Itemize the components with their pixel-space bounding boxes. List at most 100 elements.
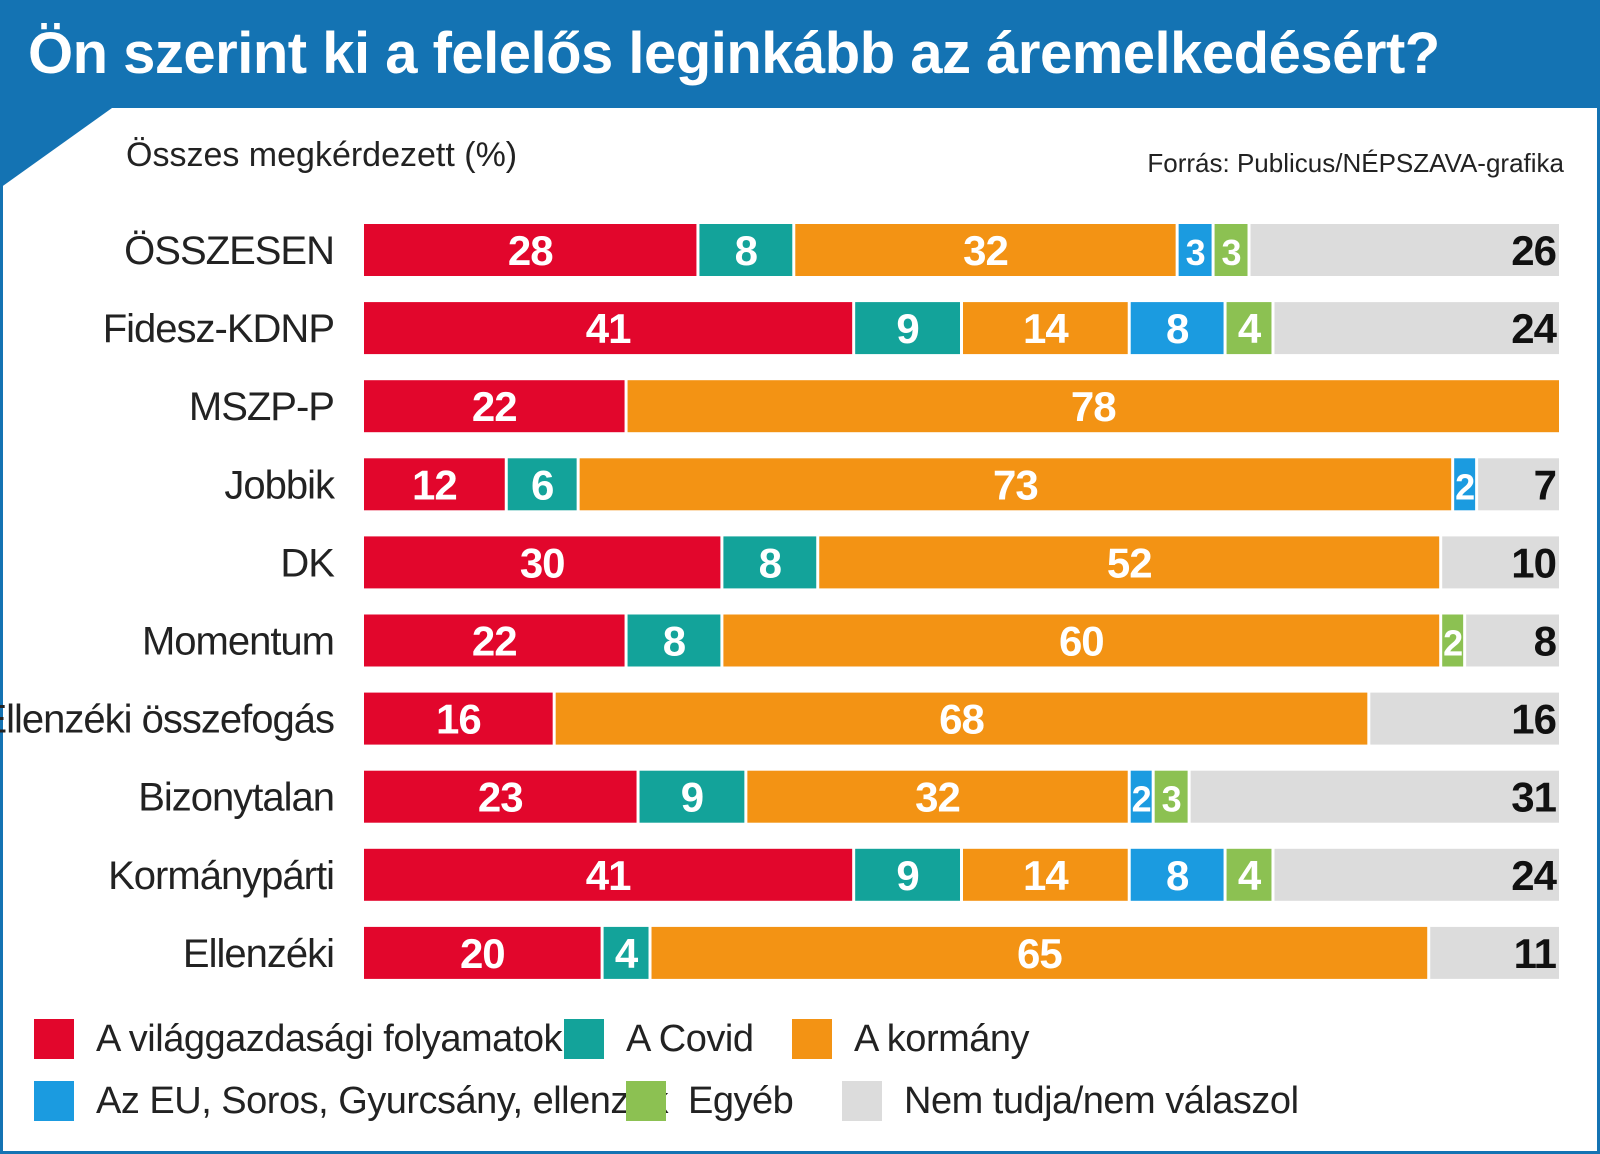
data-label: 22 <box>472 383 517 430</box>
data-label: 28 <box>508 227 553 274</box>
bar-segment-dont-know <box>1274 302 1559 355</box>
bar-segment-covid <box>627 614 721 667</box>
data-label: 9 <box>896 305 918 352</box>
bar-segment-world-economy <box>364 536 721 589</box>
bar-segment-other <box>1442 614 1464 667</box>
category-label: Fidesz-KDNP <box>103 307 334 351</box>
bar-segment-government <box>555 692 1368 745</box>
legend-swatch <box>34 1081 74 1121</box>
data-label: 3 <box>1222 232 1241 273</box>
legend-item-eu-soros: Az EU, Soros, Gyurcsány, ellenzék <box>34 1076 669 1126</box>
legend-item-world-economy: A világgazdasági folyamatok <box>34 1014 563 1064</box>
bar-segment-government <box>819 536 1440 589</box>
data-label: 10 <box>1511 539 1556 586</box>
bar-segment-eu-soros <box>1130 302 1224 355</box>
bar-segment-government <box>723 614 1440 667</box>
category-label: Ellenzéki <box>183 932 334 976</box>
bar-segment-dont-know <box>1442 536 1559 589</box>
category-label: DK <box>280 541 335 585</box>
bar-segment-world-economy <box>364 848 853 901</box>
bar-segment-eu-soros <box>1130 770 1152 823</box>
data-label: 16 <box>1511 696 1556 743</box>
bar-segment-world-economy <box>364 926 601 979</box>
bar-segment-dont-know <box>1430 926 1559 979</box>
bar-segment-covid <box>699 224 793 276</box>
data-label: 14 <box>1023 852 1069 899</box>
data-label: 8 <box>663 618 686 665</box>
category-label: Jobbik <box>224 463 336 507</box>
bar-segment-dont-know <box>1274 848 1559 901</box>
bar-segment-eu-soros <box>1178 224 1212 276</box>
bar-segment-dont-know <box>1370 692 1559 745</box>
data-label: 9 <box>896 852 918 899</box>
bar-segment-world-economy <box>364 614 625 667</box>
bar-segment-covid <box>855 302 960 355</box>
bar-segment-world-economy <box>364 692 553 745</box>
data-label: 20 <box>460 930 505 977</box>
category-label: MSZP-P <box>189 385 334 429</box>
source-credit: Forrás: Publicus/NÉPSZAVA-grafika <box>1147 148 1564 178</box>
bar-segment-government <box>651 926 1428 979</box>
data-label: 12 <box>412 461 457 508</box>
title-bar: Ön szerint ki a felelős leginkább az áre… <box>0 0 1600 108</box>
bar-segment-world-economy <box>364 770 637 823</box>
data-label: 16 <box>436 696 481 743</box>
bar-segment-dont-know <box>1190 770 1559 823</box>
data-label: 23 <box>478 774 523 821</box>
legend-item-dont-know: Nem tudja/nem válaszol <box>842 1076 1299 1126</box>
legend-item-government: A kormány <box>792 1014 1030 1064</box>
data-label: 2 <box>1443 623 1462 664</box>
data-label: 14 <box>1023 305 1069 352</box>
legend-swatch <box>792 1019 832 1059</box>
data-label: 73 <box>993 461 1038 508</box>
chart-title: Ön szerint ki a felelős leginkább az áre… <box>28 21 1440 86</box>
legend-label: Az EU, Soros, Gyurcsány, ellenzék <box>96 1079 669 1122</box>
bar-segment-world-economy <box>364 302 853 355</box>
data-label: 4 <box>1238 305 1262 352</box>
data-label: 60 <box>1059 618 1104 665</box>
bar-segment-government <box>963 848 1128 901</box>
bar-segment-eu-soros <box>1454 458 1476 511</box>
data-label: 8 <box>1166 305 1189 352</box>
category-label: Bizonytalan <box>138 776 334 820</box>
data-label: 24 <box>1511 305 1557 352</box>
legend-item-other: Egyéb <box>626 1076 794 1126</box>
chart-legend: A világgazdasági folyamatok A Covid A ko… <box>34 1006 1574 1136</box>
bar-segment-covid <box>639 770 745 823</box>
bar-segment-covid <box>507 458 577 511</box>
bar-segment-covid <box>723 536 817 589</box>
data-label: 8 <box>759 539 782 586</box>
legend-item-covid: A Covid <box>564 1014 754 1064</box>
data-label: 3 <box>1162 779 1181 820</box>
bar-segment-covid <box>855 848 960 901</box>
legend-label: A világgazdasági folyamatok <box>96 1017 563 1060</box>
data-label: 32 <box>915 774 960 821</box>
bar-segment-other <box>1214 224 1248 276</box>
data-label: 26 <box>1511 227 1556 274</box>
data-label: 8 <box>1166 852 1189 899</box>
legend-label: A kormány <box>854 1017 1030 1060</box>
bar-segment-dont-know <box>1466 614 1559 667</box>
bar-segment-world-economy <box>364 380 625 433</box>
legend-swatch <box>564 1019 604 1059</box>
bar-segment-other <box>1226 848 1272 901</box>
chart-subtitle: Összes megkérdezett (%) <box>126 136 518 174</box>
data-label: 31 <box>1511 774 1556 821</box>
data-label: 8 <box>1534 618 1557 665</box>
bar-segment-government <box>579 458 1452 511</box>
category-label: ÖSSZESEN <box>124 229 334 273</box>
data-label: 8 <box>735 227 758 274</box>
legend-label: A Covid <box>626 1017 754 1060</box>
category-label: Kormánypárti <box>108 854 334 898</box>
bar-segment-eu-soros <box>1130 848 1224 901</box>
data-label: 41 <box>586 852 631 899</box>
data-label: 52 <box>1107 539 1152 586</box>
bar-segment-dont-know <box>1478 458 1559 511</box>
legend-swatch <box>626 1081 666 1121</box>
data-label: 30 <box>520 539 565 586</box>
data-label: 65 <box>1017 930 1062 977</box>
data-label: 4 <box>615 930 639 977</box>
data-label: 3 <box>1186 232 1205 273</box>
data-label: 41 <box>586 305 631 352</box>
bar-segment-government <box>627 380 1559 433</box>
